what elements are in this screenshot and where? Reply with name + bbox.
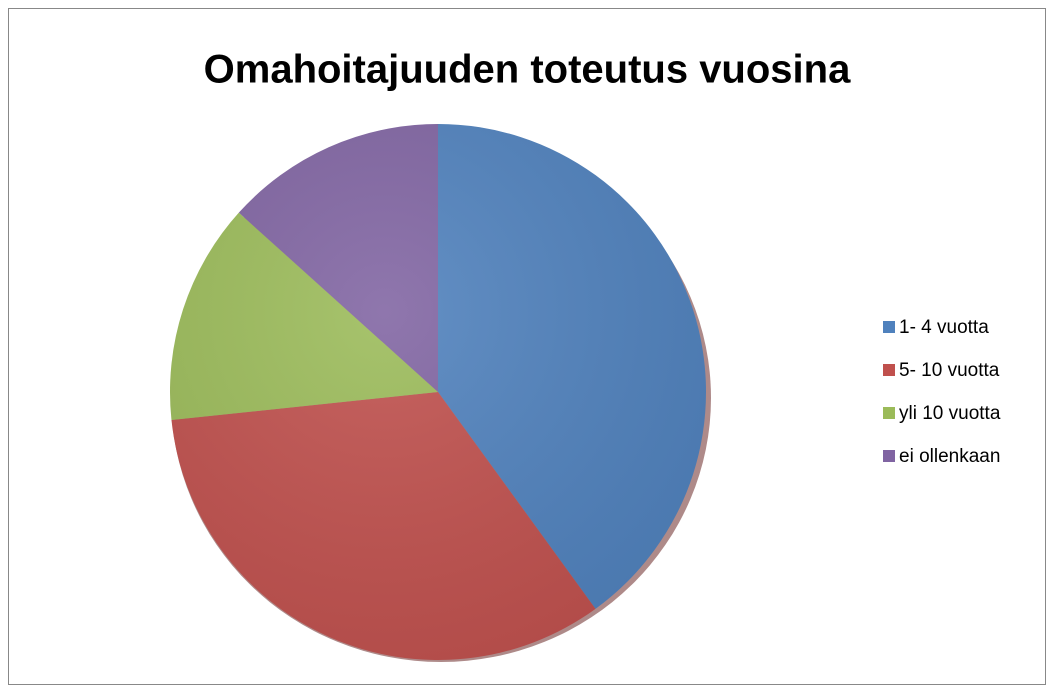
legend-label: 1- 4 vuotta — [899, 317, 989, 338]
legend-swatch — [883, 407, 895, 419]
legend-label: ei ollenkaan — [899, 446, 1000, 467]
legend-swatch — [883, 450, 895, 462]
legend: 1- 4 vuotta 5- 10 vuotta yli 10 vuotta ei o… — [883, 317, 1001, 467]
legend-swatch — [883, 321, 895, 333]
legend-swatch — [883, 364, 895, 376]
chart-title: Omahoitajuuden toteutus vuosina — [204, 48, 851, 92]
legend-label: 5- 10 vuotta — [899, 360, 1000, 381]
legend-label: yli 10 vuotta — [899, 403, 1001, 424]
